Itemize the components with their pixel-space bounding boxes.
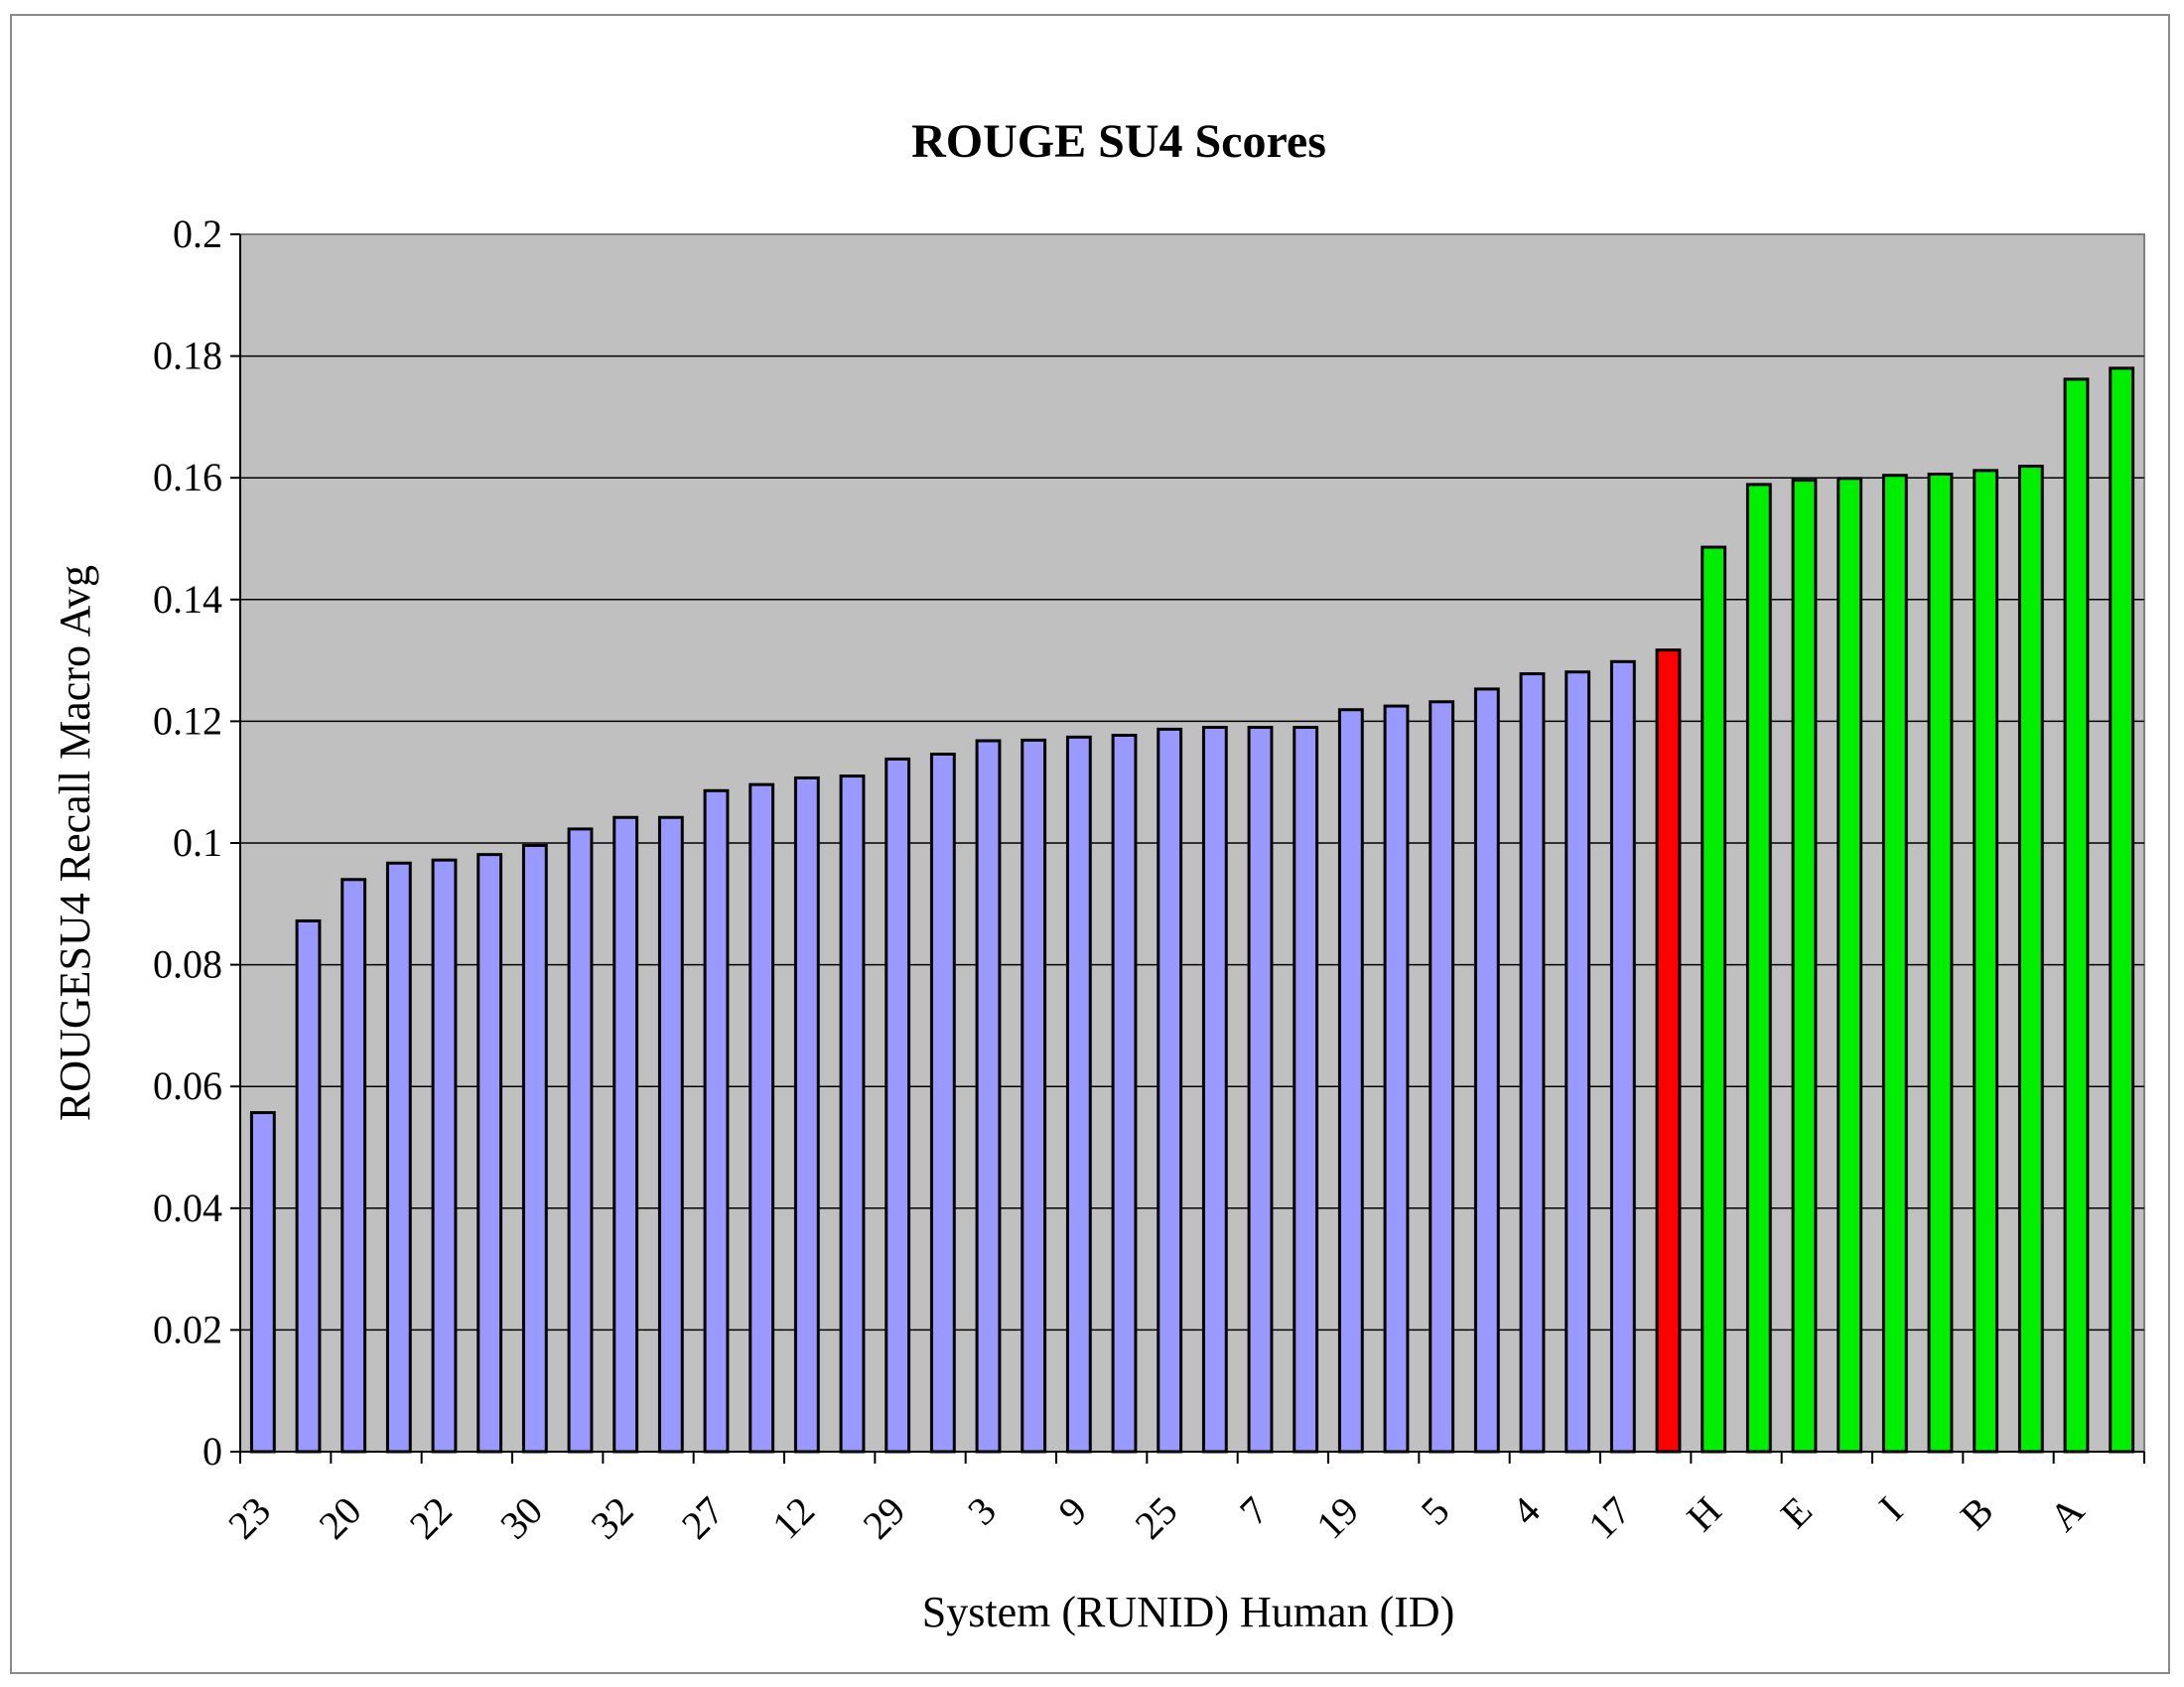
axes bbox=[230, 233, 2145, 1464]
x-tick-label: H bbox=[1678, 1488, 1729, 1540]
bar bbox=[839, 774, 866, 1454]
bar bbox=[1021, 738, 1047, 1454]
y-tick-label: 0.12 bbox=[153, 698, 222, 743]
bar-chart: ROUGE SU4 Scores 0 0.02 0.04 0.06 0.08 0.1 0.1… bbox=[51, 115, 2145, 1636]
bar bbox=[1565, 670, 1591, 1454]
bar bbox=[1837, 477, 1863, 1454]
bar bbox=[1519, 672, 1546, 1454]
bar bbox=[1745, 483, 1772, 1454]
bar bbox=[1927, 473, 1954, 1454]
bar bbox=[1337, 708, 1364, 1454]
x-tick-label: 23 bbox=[219, 1488, 279, 1548]
bar bbox=[341, 878, 367, 1454]
y-tick-label: 0.02 bbox=[153, 1307, 222, 1351]
bar bbox=[1111, 733, 1138, 1454]
bar bbox=[793, 775, 820, 1454]
x-tick-label: 7 bbox=[1231, 1488, 1277, 1534]
x-tick-label: 12 bbox=[763, 1488, 823, 1548]
x-tick-label: 5 bbox=[1413, 1488, 1458, 1534]
x-tick-label: 19 bbox=[1307, 1488, 1367, 1548]
bar bbox=[1973, 469, 1999, 1454]
bar bbox=[1293, 726, 1319, 1454]
bar bbox=[1791, 479, 1818, 1454]
y-tick-label: 0.04 bbox=[153, 1186, 222, 1230]
x-tick-label: B bbox=[1952, 1488, 2002, 1539]
x-tick-label: I bbox=[1870, 1488, 1911, 1529]
y-tick-label: 0.1 bbox=[173, 820, 222, 865]
bar bbox=[567, 827, 594, 1454]
bar bbox=[657, 815, 684, 1454]
bar bbox=[385, 861, 412, 1454]
bar bbox=[1383, 704, 1410, 1454]
bar bbox=[749, 782, 775, 1454]
bar bbox=[1429, 700, 1455, 1454]
x-tick-label: A bbox=[2041, 1487, 2093, 1539]
y-tick-label: 0 bbox=[203, 1429, 222, 1474]
x-tick-label: 17 bbox=[1579, 1488, 1639, 1548]
bar bbox=[1473, 687, 1500, 1454]
bar bbox=[295, 918, 322, 1454]
x-tick-label: 30 bbox=[491, 1488, 551, 1548]
x-tick-label: E bbox=[1772, 1488, 1821, 1537]
chart-title: ROUGE SU4 Scores bbox=[911, 115, 1326, 168]
y-tick-label: 0.08 bbox=[153, 942, 222, 987]
y-tick-labels: 0 0.02 0.04 0.06 0.08 0.1 0.12 0.14 0.16 0.18 0.2 bbox=[153, 211, 222, 1474]
bar bbox=[1881, 474, 1908, 1454]
bar bbox=[2063, 377, 2090, 1454]
bars bbox=[249, 366, 2135, 1454]
bar bbox=[1247, 726, 1274, 1454]
x-tick-label: 27 bbox=[673, 1488, 733, 1548]
bar bbox=[1655, 648, 1682, 1454]
bar bbox=[477, 853, 503, 1454]
bar bbox=[2109, 366, 2135, 1454]
bar bbox=[431, 858, 458, 1454]
bar bbox=[613, 815, 639, 1454]
bar bbox=[703, 788, 730, 1454]
bar bbox=[1701, 545, 1727, 1454]
x-tick-label: 25 bbox=[1126, 1488, 1185, 1548]
bar bbox=[1065, 735, 1092, 1454]
y-tick-label: 0.2 bbox=[173, 211, 222, 256]
x-tick-labels: 23 20 22 30 32 27 12 29 3 9 25 7 19 5 4 17 H E I B A bbox=[219, 1487, 2093, 1547]
x-tick-label: 32 bbox=[582, 1488, 641, 1548]
bar bbox=[1157, 727, 1183, 1454]
y-axis-label: ROUGESU4 Recall Macro Avg bbox=[51, 565, 99, 1121]
x-tick-label: 9 bbox=[1049, 1488, 1095, 1534]
bar bbox=[975, 739, 1002, 1454]
y-tick-label: 0.16 bbox=[153, 455, 222, 499]
x-tick-label: 3 bbox=[959, 1488, 1005, 1534]
x-tick-label: 20 bbox=[310, 1488, 369, 1548]
bar bbox=[2017, 465, 2044, 1454]
x-tick-label: 29 bbox=[854, 1488, 913, 1548]
x-tick-label: 4 bbox=[1503, 1488, 1549, 1534]
x-tick-label: 22 bbox=[401, 1488, 461, 1548]
y-tick-label: 0.14 bbox=[153, 577, 222, 622]
y-tick-label: 0.18 bbox=[153, 334, 222, 378]
chart-frame: ROUGE SU4 Scores 0 0.02 0.04 0.06 0.08 0.1 0.1… bbox=[10, 14, 2170, 1674]
gridlines bbox=[240, 354, 2144, 1332]
bar bbox=[885, 757, 911, 1454]
bar bbox=[1201, 726, 1228, 1454]
bar bbox=[249, 1111, 276, 1454]
bar bbox=[929, 753, 956, 1454]
y-tick-label: 0.06 bbox=[153, 1063, 222, 1108]
bar bbox=[1609, 659, 1636, 1454]
x-axis-label: System (RUNID) Human (ID) bbox=[922, 1588, 1454, 1636]
bar bbox=[521, 843, 548, 1454]
